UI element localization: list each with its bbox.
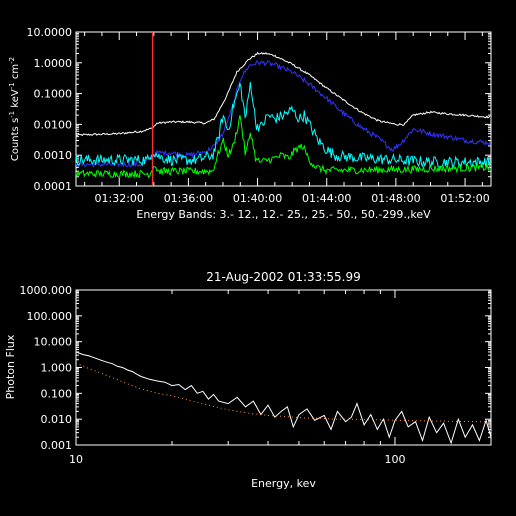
y-tick-label: 100.000 <box>27 310 73 323</box>
y-tick-label: 0.100 <box>41 387 73 400</box>
y-tick-label: 10.000 <box>34 336 73 349</box>
y-tick-label: 0.010 <box>41 413 73 426</box>
y-tick-label: 10.0000 <box>27 26 73 39</box>
lightcurve-series-line <box>75 81 491 170</box>
x-tick-label: 01:40:00 <box>233 192 282 205</box>
x-tick-label: 01:32:00 <box>95 192 144 205</box>
lightcurve-panel: 0.0001 0.0010 0.0100 0.1000 1.0000 10.0000 01… <box>8 26 492 221</box>
y-tick-label: 0.0010 <box>34 149 73 162</box>
spectrum-panel: 21-Aug-2002 01:33:55.99 0.0010.0100.1001… <box>4 270 492 490</box>
y-tick-label: 0.0001 <box>34 180 73 193</box>
spectrum-y-ticks: 0.001 0.010 0.100 1.000 10.000 100.000 1000.00… <box>20 284 491 452</box>
x-tick-label: 10 <box>69 453 83 466</box>
spectrum-series-group <box>75 351 492 445</box>
lightcurve-series-line <box>75 115 491 179</box>
lightcurve-series-line <box>75 60 491 169</box>
spectrum-y-axis-label: Photon Flux <box>4 334 17 399</box>
x-tick-label: 01:36:00 <box>164 192 213 205</box>
y-tick-label: 0.1000 <box>34 88 73 101</box>
x-tick-label: 01:48:00 <box>371 192 420 205</box>
y-tick-label: 1000.000 <box>20 284 73 297</box>
x-tick-label: 01:52:00 <box>440 192 489 205</box>
spectrum-model-dotted-line <box>75 362 491 423</box>
spectrum-title: 21-Aug-2002 01:33:55.99 <box>206 270 360 284</box>
y-tick-label: 0.001 <box>41 439 73 452</box>
lightcurve-y-ticks: 0.0001 0.0010 0.0100 0.1000 1.0000 10.0000 <box>27 26 491 193</box>
y-tick-label: 0.0100 <box>34 118 73 131</box>
spectrum-plot-frame <box>75 289 492 446</box>
lightcurve-x-ticks: 01:32:00 01:36:00 01:40:00 01:44:00 01:48:00… <box>84 32 490 205</box>
lightcurve-series-line <box>75 51 491 137</box>
y-tick-label: 1.000 <box>41 362 73 375</box>
x-tick-label: 01:44:00 <box>302 192 351 205</box>
lightcurve-y-axis-label: Counts s-1 keV-1 cm-2 <box>8 57 21 161</box>
lightcurve-series-group <box>75 51 491 179</box>
lightcurve-plot-frame <box>75 31 492 187</box>
y-tick-label: 1.0000 <box>34 57 73 70</box>
spectrum-x-ticks: 10 100 <box>69 290 492 466</box>
spectrum-x-axis-label: Energy, kev <box>251 477 316 490</box>
x-tick-label: 100 <box>384 453 405 466</box>
spectrum-data-line <box>75 351 492 445</box>
lightcurve-x-axis-label: Energy Bands: 3.- 12., 12.- 25., 25.- 50… <box>136 208 431 221</box>
